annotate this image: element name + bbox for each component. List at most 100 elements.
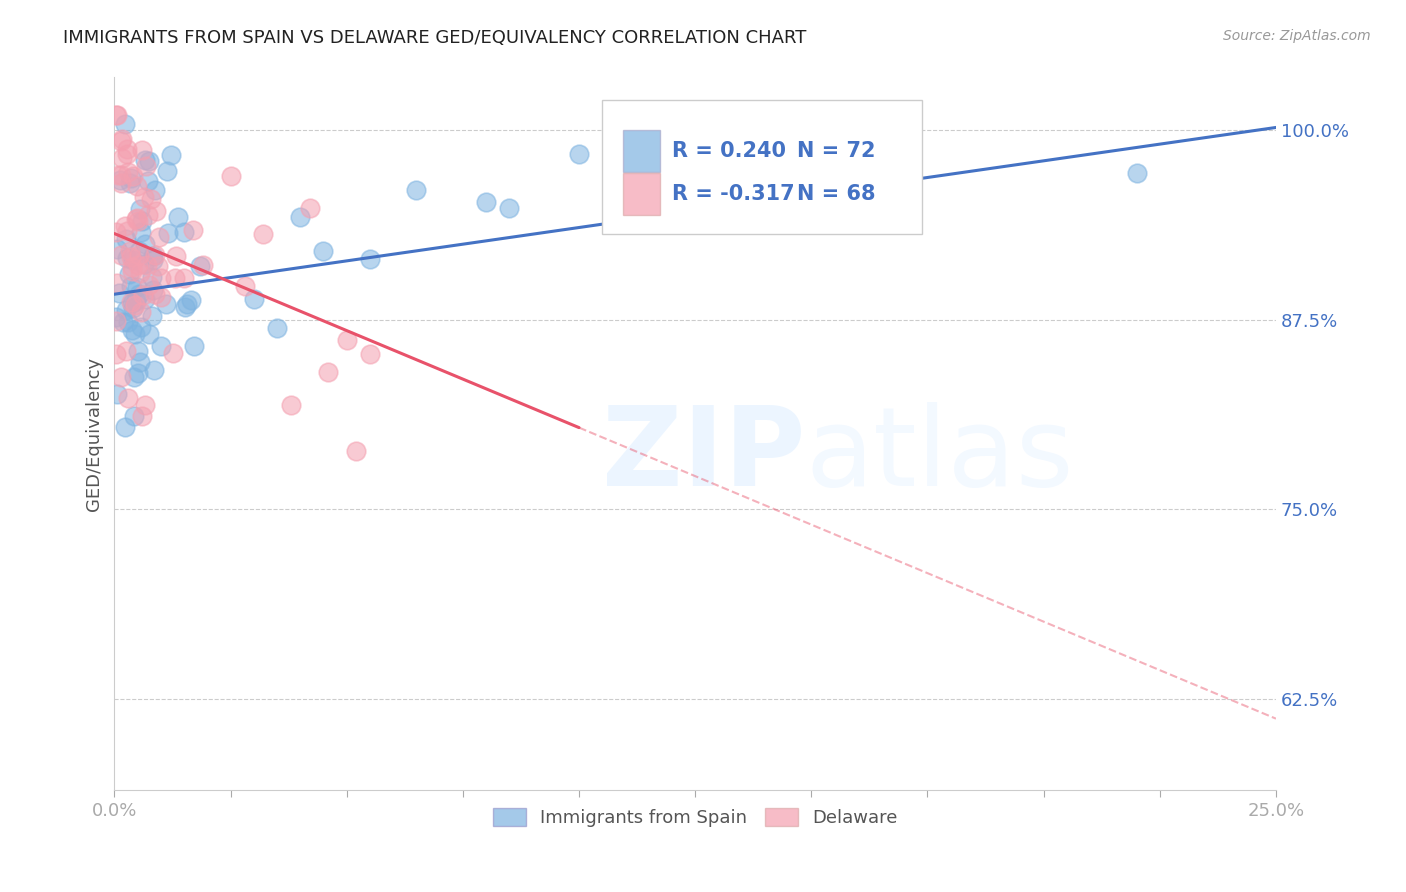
Point xyxy=(176,297,198,311)
Point xyxy=(134,237,156,252)
Point xyxy=(160,147,183,161)
Point xyxy=(124,326,146,341)
Point xyxy=(114,420,136,434)
Point xyxy=(124,298,146,312)
Point xyxy=(707,178,730,192)
Point xyxy=(138,278,160,293)
Point xyxy=(122,369,145,384)
Point xyxy=(127,366,149,380)
Point xyxy=(108,286,131,301)
Point xyxy=(118,244,141,258)
Point xyxy=(148,260,170,274)
Point xyxy=(148,230,170,244)
Point xyxy=(183,339,205,353)
Point xyxy=(129,355,152,369)
Point xyxy=(104,347,127,361)
Point xyxy=(134,257,156,271)
Point xyxy=(336,333,359,347)
Point xyxy=(134,399,156,413)
Point xyxy=(115,147,138,161)
Point xyxy=(104,225,127,239)
Point xyxy=(156,164,179,178)
Point xyxy=(129,305,152,319)
Point xyxy=(125,211,148,226)
Point xyxy=(120,250,142,264)
Point xyxy=(129,226,152,240)
Point xyxy=(107,168,129,182)
Point xyxy=(142,253,165,268)
Point xyxy=(134,293,156,307)
Point xyxy=(183,223,205,237)
Point xyxy=(111,152,134,166)
Point xyxy=(105,108,128,122)
Point xyxy=(121,323,143,337)
Point xyxy=(125,293,148,308)
Point xyxy=(115,232,138,246)
Point xyxy=(121,252,143,267)
Point xyxy=(127,280,149,294)
Text: N = 68: N = 68 xyxy=(797,184,876,203)
Point xyxy=(121,260,143,275)
Text: IMMIGRANTS FROM SPAIN VS DELAWARE GED/EQUIVALENCY CORRELATION CHART: IMMIGRANTS FROM SPAIN VS DELAWARE GED/EQ… xyxy=(63,29,807,46)
Point xyxy=(136,174,159,188)
Point xyxy=(266,321,288,335)
Point xyxy=(344,444,367,458)
Point xyxy=(290,211,312,225)
Point xyxy=(120,171,142,186)
Point xyxy=(180,293,202,307)
Point xyxy=(131,287,153,301)
Point xyxy=(127,179,149,194)
Point xyxy=(150,271,173,285)
Text: atlas: atlas xyxy=(806,401,1074,508)
Point xyxy=(143,287,166,301)
Text: Source: ZipAtlas.com: Source: ZipAtlas.com xyxy=(1223,29,1371,43)
Point xyxy=(188,259,211,273)
Point xyxy=(110,369,132,384)
Point xyxy=(142,249,165,263)
Point xyxy=(150,339,173,353)
Point xyxy=(117,165,139,179)
Point xyxy=(142,283,165,297)
Point xyxy=(498,201,520,215)
Point xyxy=(141,309,163,323)
Point xyxy=(105,108,128,122)
Point xyxy=(120,278,142,293)
Point xyxy=(280,398,302,412)
Point xyxy=(141,269,163,284)
Point xyxy=(135,258,157,272)
Point xyxy=(405,184,427,198)
Point xyxy=(359,347,381,361)
Point xyxy=(131,409,153,423)
Point xyxy=(568,147,591,161)
Point xyxy=(128,248,150,262)
Point xyxy=(115,142,138,156)
Point xyxy=(127,344,149,359)
Point xyxy=(117,391,139,405)
Point xyxy=(110,248,132,262)
Text: N = 72: N = 72 xyxy=(797,141,876,161)
Point xyxy=(128,286,150,301)
Point xyxy=(138,326,160,341)
Point xyxy=(120,176,142,190)
Point xyxy=(165,249,187,263)
Point xyxy=(104,314,127,328)
Point xyxy=(135,159,157,173)
Point xyxy=(143,363,166,377)
Point xyxy=(114,219,136,233)
Point xyxy=(105,387,128,401)
Point xyxy=(117,315,139,329)
Point xyxy=(110,169,132,183)
Point xyxy=(121,264,143,278)
Point xyxy=(118,268,141,282)
Legend: Immigrants from Spain, Delaware: Immigrants from Spain, Delaware xyxy=(486,800,904,834)
FancyBboxPatch shape xyxy=(623,130,661,172)
Point xyxy=(243,292,266,306)
Point xyxy=(107,276,129,290)
Point xyxy=(138,154,160,169)
Point xyxy=(134,153,156,168)
Point xyxy=(108,173,131,187)
Point xyxy=(143,248,166,262)
Point xyxy=(219,169,242,183)
Point xyxy=(127,214,149,228)
Point xyxy=(156,226,179,240)
